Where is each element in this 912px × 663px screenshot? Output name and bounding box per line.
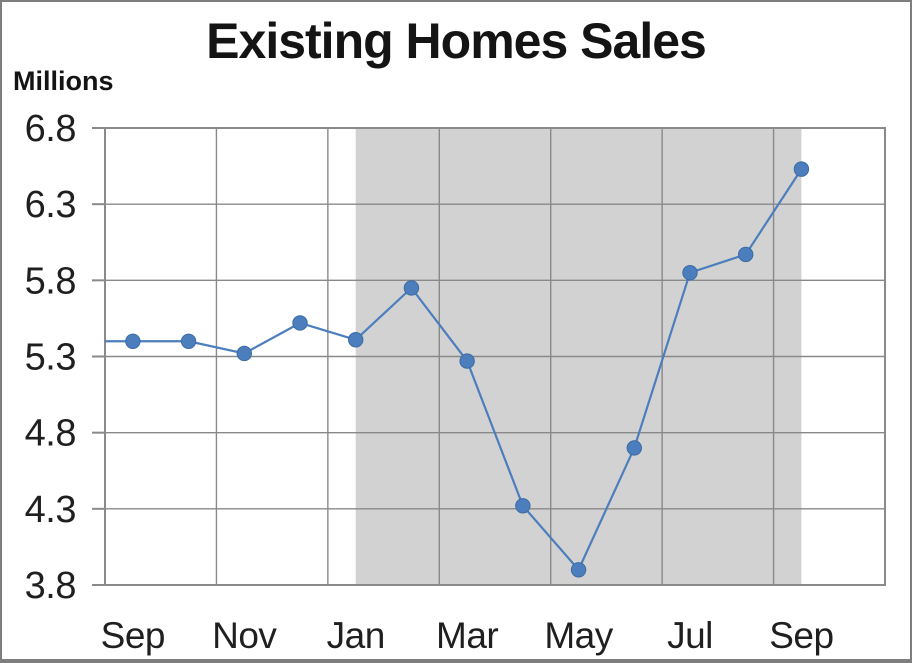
data-point-marker-jun-9 [626, 440, 642, 456]
data-point-marker-feb-5 [403, 280, 420, 296]
data-point-marker-dec-3 [292, 315, 308, 331]
data-point-marker-sep-12 [793, 161, 810, 177]
y-axis-tick-label: 5.3 [25, 337, 76, 379]
y-axis-tick-label: 4.8 [25, 413, 76, 455]
data-point-marker-aug-11 [738, 246, 754, 263]
x-axis-tick-label: Sep [101, 615, 165, 656]
x-axis-tick-label: Nov [212, 615, 277, 656]
y-axis-tick-label: 3.8 [25, 565, 76, 607]
data-point-marker-oct-1 [180, 333, 197, 349]
x-axis-tick-label: Jul [667, 615, 713, 656]
y-axis-tick-label: 5.8 [25, 260, 76, 302]
x-axis-tick-label: Jan [327, 615, 385, 656]
series-line [105, 168, 803, 572]
data-point-marker-jan-4 [348, 332, 364, 348]
chart-title: Existing Homes Sales [206, 13, 707, 69]
data-point-marker-jul-10 [682, 265, 698, 281]
data-point-marker-mar-6 [459, 353, 475, 369]
x-axis-tick-label: Sep [769, 615, 833, 656]
data-point-marker-sep-0 [125, 333, 141, 349]
x-axis-tick-label: Mar [436, 615, 498, 656]
y-axis-tick-label: 6.3 [25, 184, 76, 226]
data-point-marker-apr-7 [515, 498, 531, 514]
data-point-marker-nov-2 [236, 345, 252, 362]
y-axis-tick-label: 4.3 [25, 489, 76, 531]
data-point-marker-may-8 [570, 562, 587, 578]
y-axis-tick-label: 6.8 [25, 108, 76, 150]
y-axis-units-label: Millions [13, 66, 114, 96]
x-axis-tick-label: May [544, 615, 613, 656]
